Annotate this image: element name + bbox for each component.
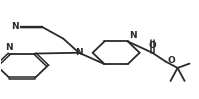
Text: O: O [167,56,175,65]
Text: O: O [148,41,156,50]
Text: N: N [5,43,12,52]
Text: N: N [129,31,137,40]
Text: N: N [11,22,18,31]
Text: N: N [75,48,83,57]
